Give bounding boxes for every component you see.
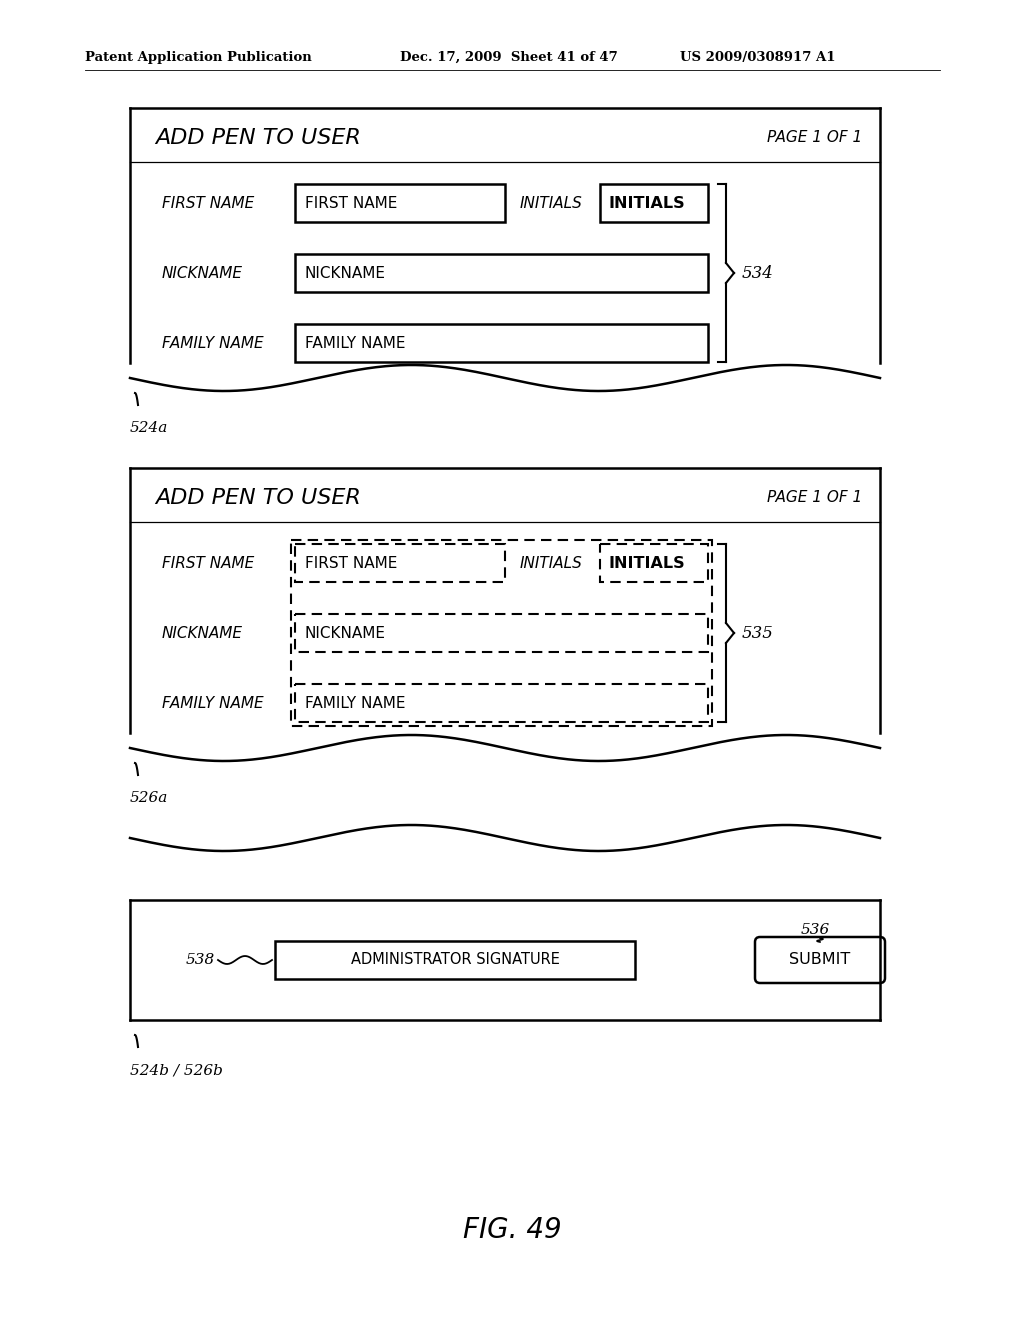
Text: PAGE 1 OF 1: PAGE 1 OF 1 — [767, 131, 862, 145]
Text: 534: 534 — [742, 264, 774, 281]
Text: NICKNAME: NICKNAME — [162, 626, 243, 640]
Text: Patent Application Publication: Patent Application Publication — [85, 50, 311, 63]
Text: 536: 536 — [801, 923, 829, 937]
FancyBboxPatch shape — [295, 253, 708, 292]
Text: FIRST NAME: FIRST NAME — [162, 556, 254, 570]
Text: SUBMIT: SUBMIT — [790, 953, 851, 968]
Text: FIG. 49: FIG. 49 — [463, 1216, 561, 1243]
Text: PAGE 1 OF 1: PAGE 1 OF 1 — [767, 491, 862, 506]
Text: NICKNAME: NICKNAME — [305, 626, 386, 640]
Text: ADD PEN TO USER: ADD PEN TO USER — [155, 128, 360, 148]
Text: NICKNAME: NICKNAME — [162, 265, 243, 281]
Text: FIRST NAME: FIRST NAME — [305, 556, 397, 570]
Text: FAMILY NAME: FAMILY NAME — [162, 335, 263, 351]
Text: FAMILY NAME: FAMILY NAME — [305, 335, 406, 351]
Text: Dec. 17, 2009  Sheet 41 of 47: Dec. 17, 2009 Sheet 41 of 47 — [400, 50, 617, 63]
Text: 524b / 526b: 524b / 526b — [130, 1063, 223, 1077]
Text: INITIALS: INITIALS — [608, 556, 685, 570]
Text: 538: 538 — [185, 953, 215, 968]
FancyBboxPatch shape — [295, 323, 708, 362]
FancyBboxPatch shape — [295, 183, 505, 222]
FancyBboxPatch shape — [600, 183, 708, 222]
Text: FAMILY NAME: FAMILY NAME — [162, 696, 263, 710]
Text: FIRST NAME: FIRST NAME — [305, 195, 397, 210]
Text: 535: 535 — [742, 624, 774, 642]
Text: ADMINISTRATOR SIGNATURE: ADMINISTRATOR SIGNATURE — [350, 953, 559, 968]
Text: US 2009/0308917 A1: US 2009/0308917 A1 — [680, 50, 836, 63]
Text: 526a: 526a — [130, 791, 168, 805]
FancyBboxPatch shape — [275, 941, 635, 979]
Text: NICKNAME: NICKNAME — [305, 265, 386, 281]
Text: INITIALS: INITIALS — [608, 195, 685, 210]
Text: ADD PEN TO USER: ADD PEN TO USER — [155, 488, 360, 508]
Text: INITIALS: INITIALS — [520, 195, 583, 210]
Text: INITIALS: INITIALS — [520, 556, 583, 570]
Text: FAMILY NAME: FAMILY NAME — [305, 696, 406, 710]
Text: FIRST NAME: FIRST NAME — [162, 195, 254, 210]
Text: 524a: 524a — [130, 421, 168, 436]
FancyBboxPatch shape — [755, 937, 885, 983]
